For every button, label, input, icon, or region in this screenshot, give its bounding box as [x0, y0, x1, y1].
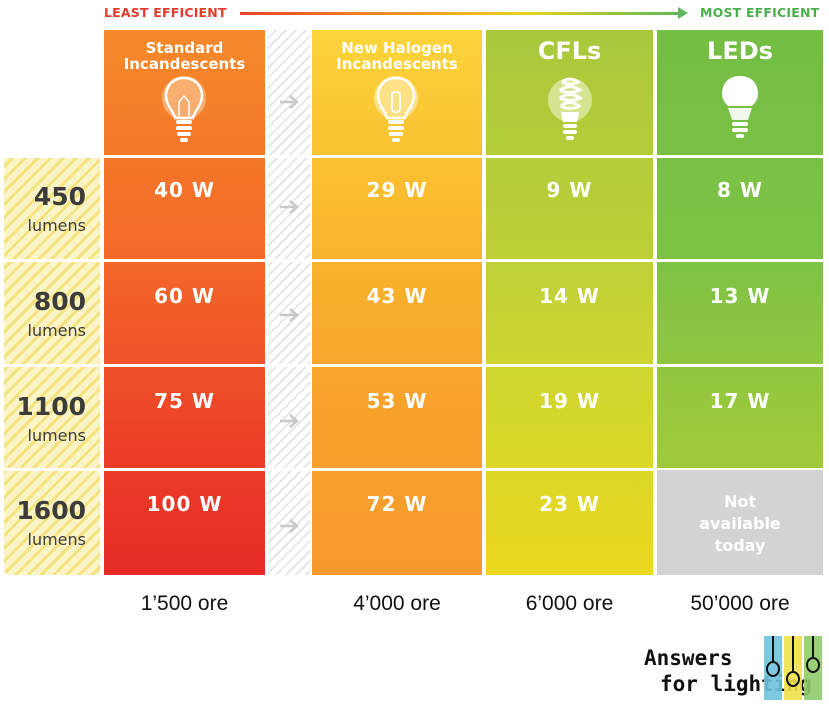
cfl-bulb-icon: [548, 77, 592, 140]
hanging-bulbs-icon: [764, 636, 822, 700]
header-cfls: CFLs: [537, 37, 602, 65]
wattage-cell: 53 W: [366, 389, 428, 413]
efficiency-arrowhead-icon: [678, 7, 688, 19]
incandescent-bulb-icon: [162, 76, 206, 142]
wattage-cell: 29 W: [366, 178, 428, 202]
row-divider: [0, 155, 829, 158]
lifetime-label: 6’000 ore: [525, 592, 614, 615]
lumens-value: 800: [33, 287, 86, 316]
lumens-value: 1100: [16, 392, 86, 421]
wattage-cell: 17 W: [709, 389, 771, 413]
halogen-bulb-icon: [374, 76, 418, 142]
lifetime-label: 1’500 ore: [140, 592, 229, 615]
not-available-cell: [657, 470, 823, 575]
arrow-right-icon: [280, 95, 299, 109]
lifetime-label: 4’000 ore: [353, 592, 441, 615]
header-line: Standard: [145, 39, 224, 57]
logo-line-1: Answers: [644, 646, 733, 670]
arrow-right-icon: [280, 519, 299, 533]
arrow-right-icon: [280, 308, 299, 322]
hatched-gap: [268, 30, 310, 575]
lumens-value: 1600: [16, 496, 86, 525]
wattage-cell: 60 W: [154, 284, 215, 308]
header-leds: LEDs: [707, 37, 773, 65]
wattage-cell: 72 W: [366, 492, 428, 516]
most-efficient-label: MOST EFFICIENT: [700, 5, 820, 20]
lumens-row-1100: 1100 lumens: [4, 366, 100, 470]
efficiency-scale: LEAST EFFICIENT MOST EFFICIENT: [0, 0, 829, 26]
arrow-right-icon: [280, 200, 299, 214]
arrow-right-icon: [280, 414, 299, 428]
lifetime-label: 50’000 ore: [690, 592, 790, 615]
wattage-cell: 75 W: [154, 389, 215, 413]
wattage-cell: 43 W: [366, 284, 428, 308]
header-line: New Halogen: [341, 39, 453, 57]
efficiency-gradient-line: [240, 12, 680, 15]
lumens-value: 450: [33, 182, 86, 211]
lumens-unit: lumens: [27, 216, 87, 235]
lumens-row-800: 800 lumens: [4, 261, 100, 365]
header-line: Incandescents: [336, 55, 458, 73]
not-available-text: Not available today: [657, 491, 823, 557]
wattage-cell: 9 W: [546, 178, 593, 202]
lumens-row-450: 450 lumens: [4, 156, 100, 260]
led-bulb-icon: [722, 76, 758, 138]
lumens-unit: lumens: [27, 426, 87, 445]
wattage-cell: 19 W: [539, 389, 600, 413]
row-divider: [0, 364, 829, 367]
wattage-cell: 100 W: [146, 492, 223, 516]
wattage-cell: 40 W: [154, 178, 215, 202]
header-standard-incandescents: Standard Incandescents: [104, 40, 265, 72]
header-halogen-incandescents: New Halogen Incandescents: [312, 40, 482, 72]
wattage-cell: 23 W: [539, 492, 600, 516]
lumens-row-1600: 1600 lumens: [4, 470, 100, 574]
row-divider: [0, 259, 829, 262]
wattage-cell: 13 W: [709, 284, 771, 308]
wattage-cell: 8 W: [717, 178, 763, 202]
row-divider: [0, 468, 829, 471]
wattage-cell: 14 W: [539, 284, 600, 308]
not-available-line: today: [714, 536, 766, 555]
lumens-unit: lumens: [27, 321, 87, 340]
header-line: Incandescents: [123, 55, 246, 73]
least-efficient-label: LEAST EFFICIENT: [104, 5, 227, 20]
not-available-line: available: [699, 514, 781, 533]
not-available-line: Not: [723, 492, 757, 511]
lumens-unit: lumens: [27, 530, 87, 549]
